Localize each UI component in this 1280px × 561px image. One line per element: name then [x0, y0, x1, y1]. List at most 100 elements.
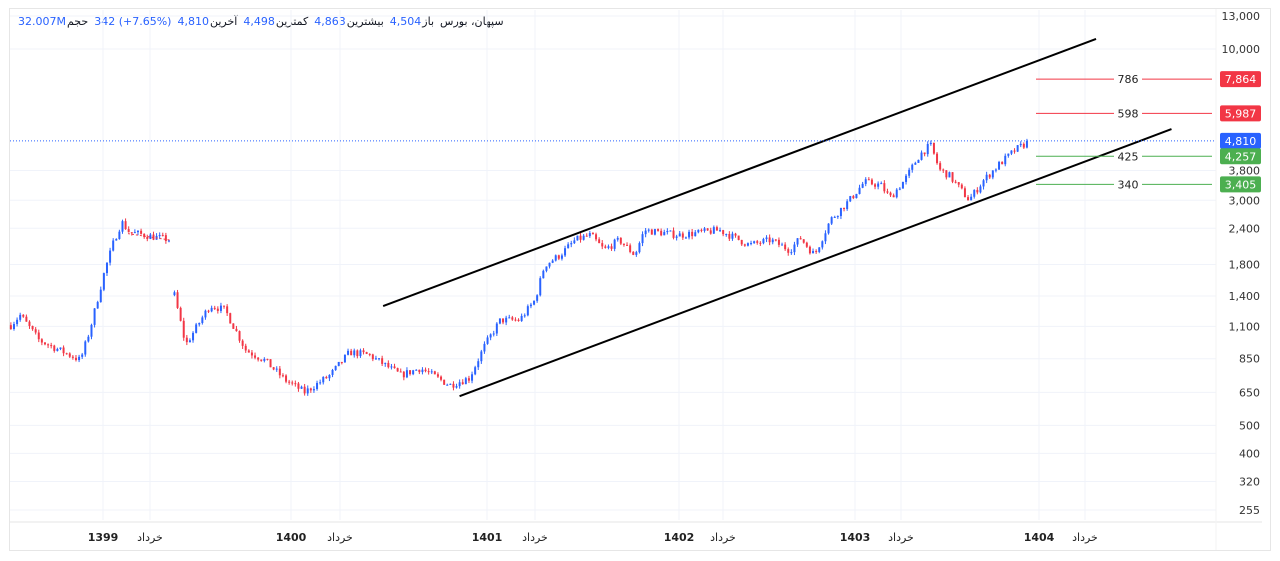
symbol-legend: سپهان، بورس باز 4,504 بیشترین 4,863 کمترین… — [18, 15, 504, 28]
y-tick-label: 650 — [1239, 386, 1260, 399]
volume-value: 32.007M — [18, 15, 66, 28]
candle-up — [647, 229, 650, 231]
candle-up — [275, 368, 278, 370]
candle-down — [802, 239, 805, 243]
candle-down — [62, 347, 65, 354]
y-tick-label: 850 — [1239, 353, 1260, 366]
candle-down — [709, 230, 712, 234]
candle-up — [998, 161, 1001, 170]
candle-up — [908, 169, 911, 176]
candle-up — [486, 337, 489, 344]
fib-price-tag-text: 5,987 — [1225, 107, 1257, 120]
candle-up — [118, 231, 121, 239]
candle-down — [294, 383, 297, 385]
candle-up — [833, 216, 836, 218]
candle-down — [140, 230, 143, 234]
candle-down — [715, 227, 718, 231]
candle-down — [700, 229, 703, 231]
candle-up — [495, 323, 498, 334]
candle-down — [923, 152, 926, 155]
channel-trendline — [382, 38, 1097, 308]
candle-down — [269, 359, 272, 368]
candle-down — [146, 237, 149, 239]
candle-down — [285, 375, 288, 382]
fib-level-label: 425 — [1118, 150, 1139, 163]
candle-up — [905, 175, 908, 182]
candle-down — [805, 242, 808, 247]
candle-down — [309, 388, 312, 391]
candle-up — [554, 255, 557, 261]
candle-up — [979, 186, 982, 193]
last-label: آخرین — [209, 15, 238, 28]
x-tick-label: 1400 — [276, 531, 307, 544]
x-tick-label: خرداد — [888, 531, 914, 544]
y-tick-label: 1,800 — [1229, 258, 1261, 271]
candle-up — [753, 241, 756, 244]
candle-down — [43, 342, 46, 345]
candle-up — [790, 252, 793, 254]
candle-up — [880, 183, 883, 185]
candle-up — [78, 356, 81, 361]
candle-up — [133, 232, 136, 234]
candle-up — [378, 358, 381, 360]
candle-up — [331, 369, 334, 375]
candle-down — [223, 305, 226, 307]
candle-up — [911, 164, 914, 170]
candle-down — [207, 310, 210, 312]
candle-down — [161, 235, 164, 237]
candle-down — [74, 357, 77, 361]
candle-up — [719, 230, 722, 232]
candle-up — [81, 354, 84, 357]
candle-up — [638, 243, 641, 253]
candle-down — [371, 354, 374, 360]
candle-down — [418, 369, 421, 373]
price-trail — [127, 233, 171, 241]
low-field: کمترین 4,498 — [243, 15, 308, 28]
candle-up — [582, 235, 585, 240]
candle-up — [56, 348, 59, 351]
candle-down — [53, 345, 56, 351]
candle-down — [672, 230, 675, 238]
candle-up — [359, 350, 362, 357]
candle-down — [216, 308, 219, 311]
candle-down — [706, 228, 709, 231]
candle-up — [666, 231, 669, 233]
symbol-title: سپهان، بورس — [440, 15, 504, 28]
candle-down — [870, 179, 873, 185]
candle-down — [691, 231, 694, 237]
candle-down — [22, 314, 25, 317]
candle-up — [1025, 140, 1028, 148]
last-value: 4,810 — [177, 15, 209, 28]
candle-down — [427, 371, 430, 373]
candle-up — [471, 374, 474, 381]
candle-down — [626, 244, 629, 246]
candle-up — [994, 169, 997, 171]
candle-up — [430, 371, 433, 373]
candle-down — [182, 320, 185, 338]
fib-price-tag-text: 4,257 — [1225, 150, 1257, 163]
candle-down — [815, 251, 818, 253]
candle-up — [703, 228, 706, 231]
candle-up — [750, 243, 753, 245]
candle-up — [121, 221, 124, 232]
candle-down — [387, 362, 390, 368]
candle-up — [458, 382, 461, 387]
candle-up — [985, 174, 988, 181]
candle-down — [957, 182, 960, 185]
candle-up — [536, 295, 539, 301]
candle-down — [883, 183, 886, 192]
candle-up — [613, 239, 616, 249]
candle-down — [632, 251, 635, 255]
candle-up — [653, 229, 656, 235]
candle-up — [112, 240, 115, 251]
candle-down — [37, 332, 40, 340]
candle-down — [143, 233, 146, 238]
candle-down — [514, 319, 517, 321]
candle-up — [319, 382, 322, 384]
candle-up — [87, 336, 90, 342]
candle-down — [127, 229, 130, 233]
change-value: 342 (+7.65%) — [94, 15, 172, 28]
candle-down — [176, 292, 179, 308]
candle-down — [595, 234, 598, 240]
